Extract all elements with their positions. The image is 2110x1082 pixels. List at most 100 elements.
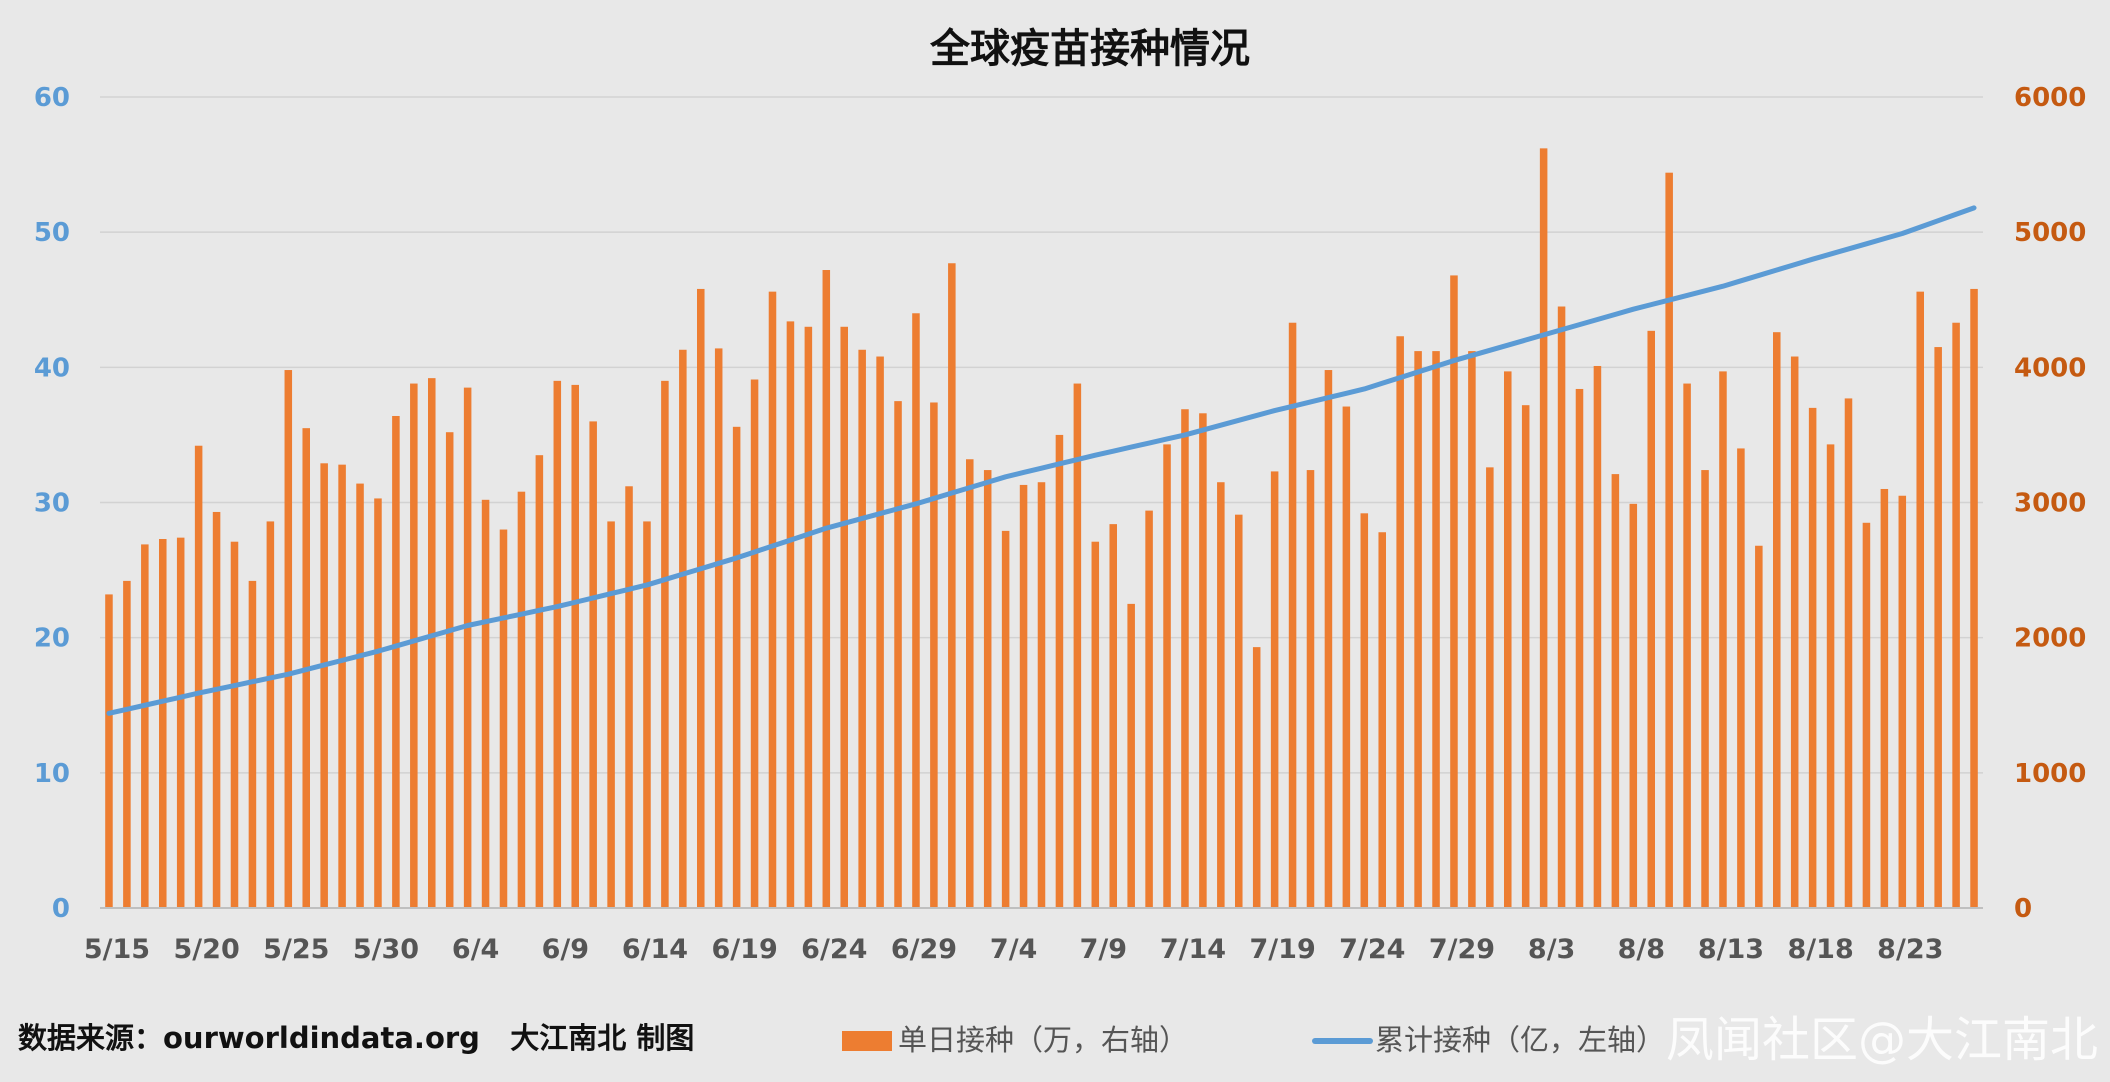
daily-bar	[517, 491, 526, 908]
left-tick-label: 50	[34, 218, 70, 248]
daily-bar	[553, 380, 562, 909]
x-tick-label: 8/13	[1698, 934, 1764, 965]
daily-bar	[1288, 322, 1297, 909]
daily-bar	[1952, 322, 1960, 909]
daily-bar	[1826, 444, 1835, 908]
daily-bar	[1073, 383, 1082, 908]
chart-title: 全球疫苗接种情况	[929, 26, 1250, 72]
daily-bar	[320, 463, 328, 908]
right-tick-label: 1000	[2014, 759, 2086, 789]
daily-bar	[912, 313, 920, 908]
left-tick-label: 20	[34, 624, 70, 654]
daily-bar	[1629, 503, 1638, 908]
right-tick-label: 6000	[2014, 83, 2086, 113]
daily-bar	[1808, 407, 1817, 908]
daily-bar	[571, 384, 579, 908]
daily-bar	[1486, 467, 1494, 908]
x-tick-label: 7/19	[1250, 934, 1316, 965]
daily-bar	[840, 326, 848, 908]
daily-bar	[374, 498, 382, 908]
daily-bar	[1880, 488, 1889, 908]
daily-bar	[1755, 545, 1763, 908]
daily-bar	[248, 580, 257, 908]
daily-bar	[948, 263, 956, 908]
daily-bar	[1324, 370, 1333, 908]
daily-bar	[858, 349, 866, 908]
daily-bar	[1378, 532, 1386, 908]
x-tick-label: 6/24	[801, 934, 867, 965]
left-tick-label: 0	[52, 894, 70, 924]
x-tick-label: 7/24	[1339, 934, 1405, 965]
x-tick-label: 5/30	[353, 934, 419, 965]
daily-bar	[1199, 413, 1207, 908]
left-axis-ticks: 0 10 20 30 40 50 60	[34, 83, 70, 924]
left-tick-label: 10	[34, 759, 70, 789]
x-axis-ticks: 5/15 5/20 5/25 5/30 6/4 6/9 6/14 6/19 6/24 6/29 7/…	[84, 934, 1944, 965]
daily-bar	[1575, 388, 1584, 909]
daily-bar	[266, 521, 275, 908]
daily-bar	[1432, 351, 1440, 908]
x-tick-label: 7/4	[990, 934, 1037, 965]
daily-bar	[714, 348, 723, 908]
daily-bar	[176, 537, 185, 908]
source-note: 数据来源：ourworldindata.org 大江南北 制图	[18, 1021, 694, 1055]
daily-bar	[876, 356, 884, 908]
daily-bar	[1665, 172, 1673, 908]
x-tick-label: 6/9	[542, 934, 589, 965]
daily-bar	[410, 383, 418, 908]
daily-bar	[1647, 330, 1655, 909]
daily-vaccination-bars	[105, 148, 1978, 909]
daily-bar	[1235, 514, 1243, 908]
daily-bar	[732, 426, 741, 908]
daily-bar	[1217, 482, 1225, 908]
daily-bar	[750, 379, 759, 908]
daily-bar	[392, 415, 400, 908]
daily-bar	[589, 421, 597, 908]
left-tick-label: 60	[34, 83, 70, 113]
daily-bar	[159, 539, 167, 908]
daily-bar	[1970, 288, 1978, 908]
daily-bar	[1557, 306, 1566, 908]
daily-bar	[338, 464, 346, 908]
daily-bar	[697, 288, 705, 908]
daily-bar	[141, 544, 149, 908]
daily-bar	[1790, 356, 1799, 908]
daily-bar	[1934, 347, 1942, 908]
legend: 单日接种（万，右轴） 累计接种（亿，左轴）	[842, 1023, 1665, 1057]
daily-bar	[1181, 409, 1189, 908]
x-tick-label: 8/3	[1528, 934, 1575, 965]
right-tick-label: 3000	[2014, 489, 2086, 519]
daily-bar	[1450, 275, 1458, 908]
daily-bar	[1683, 383, 1691, 908]
daily-bar	[1414, 351, 1422, 908]
daily-bar	[535, 455, 544, 908]
daily-bar	[1916, 291, 1924, 908]
daily-bar	[499, 529, 508, 908]
daily-bar	[894, 401, 902, 909]
legend-line-label: 累计接种（亿，左轴）	[1375, 1023, 1665, 1057]
daily-bar	[1001, 530, 1010, 908]
daily-bar	[123, 580, 131, 908]
x-tick-label: 6/4	[452, 934, 499, 965]
daily-bar	[1342, 406, 1351, 908]
daily-bar	[1701, 470, 1709, 908]
right-axis-ticks: 0 1000 2000 3000 4000 5000 6000	[2014, 83, 2086, 924]
right-tick-label: 0	[2014, 894, 2032, 924]
daily-bar	[212, 511, 221, 908]
daily-bar	[105, 594, 113, 908]
daily-bar	[1773, 332, 1781, 908]
daily-bar	[1163, 444, 1171, 908]
daily-bar	[1611, 474, 1620, 908]
x-tick-label: 6/29	[891, 934, 957, 965]
daily-bar	[1593, 365, 1602, 909]
daily-bar	[1055, 434, 1064, 908]
daily-bar	[194, 445, 203, 908]
daily-bar	[1844, 398, 1853, 908]
left-tick-label: 30	[34, 489, 70, 519]
daily-bar	[1737, 448, 1745, 908]
x-tick-label: 5/15	[84, 934, 150, 965]
cumulative-vaccination-line	[106, 205, 1977, 716]
daily-bar	[643, 521, 651, 908]
